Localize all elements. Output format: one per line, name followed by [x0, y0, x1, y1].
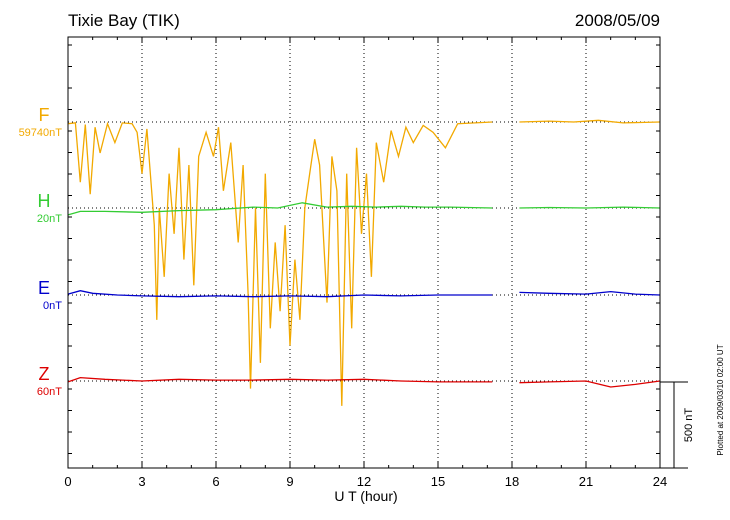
x-tick-label-9: 9 — [286, 474, 293, 489]
scale-bar: 500 nT — [660, 381, 695, 469]
component-baseline-E: 0nT — [43, 300, 62, 312]
series-Z-line-0 — [67, 376, 493, 383]
x-tick-label-12: 12 — [357, 474, 371, 489]
series-Z-line-1 — [519, 380, 661, 388]
component-baseline-H: 20nT — [37, 213, 62, 225]
component-label-E: E — [38, 278, 50, 298]
x-tick-label-18: 18 — [505, 474, 519, 489]
x-tick-label-6: 6 — [212, 474, 219, 489]
x-tick-label-24: 24 — [653, 474, 667, 489]
plot-timestamp-note: Plotted at 2009/03/10 02:00 UT — [716, 344, 725, 455]
component-label-Z: Z — [39, 364, 50, 384]
component-label-H: H — [38, 191, 51, 211]
scale-bar-label: 500 nT — [683, 408, 695, 443]
series-E-line-1 — [519, 290, 661, 296]
x-axis-ticks: 0 3 6 9 12 15 18 21 24 — [64, 474, 667, 489]
station-title: Tixie Bay (TIK) — [68, 11, 180, 30]
component-label-F: F — [39, 105, 50, 125]
x-axis-label: U T (hour) — [334, 488, 397, 504]
x-tick-label-21: 21 — [579, 474, 593, 489]
series-layer — [67, 119, 661, 406]
series-F-line-1 — [519, 119, 661, 124]
x-tick-label-3: 3 — [138, 474, 145, 489]
series-H-line-1 — [519, 206, 661, 209]
component-baseline-F: 59740nT — [19, 127, 63, 139]
date-label: 2008/05/09 — [575, 11, 660, 30]
component-labels: F 59740nT H 20nT E 0nT Z 60nT — [19, 105, 63, 398]
plot-frame — [67, 36, 661, 469]
x-tick-label-0: 0 — [64, 474, 71, 489]
component-baseline-Z: 60nT — [37, 386, 62, 398]
x-tick-label-15: 15 — [431, 474, 445, 489]
series-E-line-0 — [67, 290, 493, 298]
series-F-line-0 — [67, 121, 493, 406]
series-H-line-0 — [67, 202, 493, 216]
grid-lines — [68, 37, 660, 468]
